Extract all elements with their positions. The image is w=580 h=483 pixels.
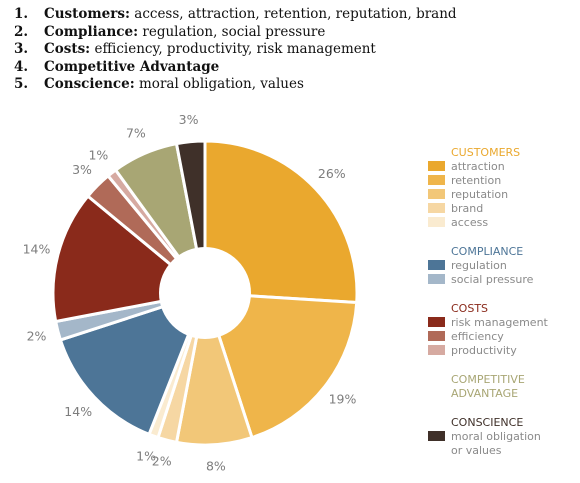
legend-swatch — [428, 203, 445, 213]
slice-percent-label: 8% — [206, 459, 226, 474]
legend-item-label: efficiency — [451, 330, 504, 343]
priority-list: 1. Customers: access, attraction, retenti… — [14, 6, 457, 94]
legend-swatch — [428, 260, 445, 270]
list-item-detail: efficiency, productivity, risk managemen… — [90, 41, 376, 57]
list-item-heading: Customers: — [44, 6, 130, 22]
list-item-heading: Compliance: — [44, 23, 139, 40]
legend-swatch — [428, 189, 445, 199]
list-item-heading: Conscience: — [44, 76, 135, 92]
slice-percent-label: 3% — [179, 112, 199, 127]
legend-item-label: regulation — [451, 259, 507, 272]
list-item-detail: regulation, social pressure — [138, 23, 326, 40]
legend-swatch — [428, 345, 445, 355]
slice-percent-label: 19% — [329, 392, 357, 407]
slice-attraction — [203, 139, 359, 305]
slice-retention — [203, 291, 359, 440]
legend-swatch — [428, 274, 445, 284]
legend-heading: COSTS — [451, 302, 488, 315]
slice-percent-label: 2% — [152, 454, 172, 469]
legend-item-label: reputation — [451, 188, 508, 201]
slice-percent-label: 26% — [318, 166, 346, 181]
legend-item-label: access — [451, 216, 488, 229]
donut-hole — [159, 247, 251, 339]
legend-heading: ADVANTAGE — [451, 387, 518, 400]
legend-item-label: social pressure — [451, 273, 534, 286]
list-item-number: 1. — [14, 6, 29, 22]
list-item-number: 2. — [14, 23, 29, 40]
list-item: 2. Compliance: regulation, social pressur… — [14, 24, 457, 42]
slice-percent-label: 1% — [88, 148, 108, 163]
list-item-heading: Competitive Advantage — [44, 58, 220, 75]
slice-percent-label: 14% — [23, 242, 51, 257]
list-item: 4. Competitive Advantage — [14, 59, 457, 77]
legend-item-label: brand — [451, 202, 483, 215]
legend-heading: COMPETITIVE — [451, 373, 525, 386]
slice-percent-label: 7% — [126, 125, 146, 140]
legend-heading: COMPLIANCE — [451, 245, 523, 258]
legend-heading: CUSTOMERS — [451, 146, 520, 159]
legend-swatch — [428, 317, 445, 327]
legend-swatch — [428, 331, 445, 341]
list-item-detail: moral obligation, values — [134, 76, 304, 92]
list-item: 3. Costs: efficiency, productivity, risk … — [14, 41, 457, 59]
legend-heading: CONSCIENCE — [451, 416, 523, 429]
list-item: 1. Customers: access, attraction, retenti… — [14, 6, 457, 24]
legend-swatch — [428, 217, 445, 227]
legend-swatch — [428, 161, 445, 171]
slice-percent-label: 14% — [64, 404, 92, 419]
legend-item-label: attraction — [451, 160, 505, 173]
percent-labels: 26%19%8%2%1%14%2%14%3%1%7%3% — [23, 112, 357, 474]
legend-swatch — [428, 431, 445, 441]
legend-swatch — [428, 175, 445, 185]
list-item: 5. Conscience: moral obligation, values — [14, 76, 457, 94]
legend-item-label: productivity — [451, 344, 517, 357]
list-item-heading: Costs: — [44, 41, 91, 57]
list-item-number: 3. — [14, 41, 29, 57]
list-item-number: 5. — [14, 76, 29, 92]
slice-percent-label: 1% — [136, 449, 156, 464]
list-item-number: 4. — [14, 58, 29, 75]
legend-item-label: moral obligation — [451, 430, 541, 443]
legend-item-label: or values — [451, 444, 502, 457]
slice-percent-label: 2% — [27, 328, 47, 343]
list-item-detail: access, attraction, retention, reputatio… — [129, 6, 457, 22]
chart-legend: CUSTOMERSattractionretentionreputationbr… — [428, 146, 549, 457]
legend-item-label: risk management — [451, 316, 549, 329]
legend-item-label: retention — [451, 174, 501, 187]
slice-percent-label: 3% — [72, 162, 92, 177]
